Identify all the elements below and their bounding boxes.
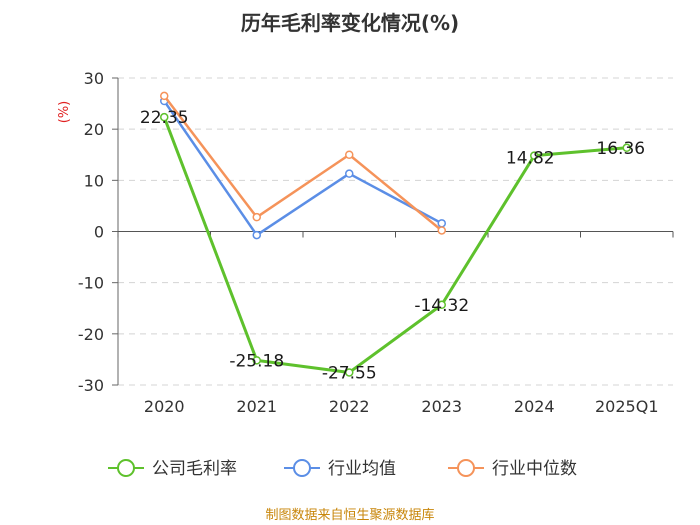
series-1-point — [252, 230, 261, 240]
legend-label: 公司毛利率 — [152, 459, 237, 479]
x-tick-label: 2022 — [329, 397, 370, 416]
x-tick-label: 2024 — [514, 397, 555, 416]
x-tick-label: 2021 — [236, 397, 277, 416]
data-label: -25.18 — [229, 351, 284, 371]
y-tick-label: 30 — [84, 69, 104, 88]
series-2-point — [160, 91, 169, 101]
series-2-point — [252, 212, 261, 222]
legend-marker — [117, 459, 135, 477]
series-0-point — [437, 300, 446, 310]
series-group — [160, 91, 631, 377]
legend-item-2[interactable]: 行业中位数 — [448, 459, 577, 479]
legend-label: 行业中位数 — [492, 459, 577, 479]
y-tick-label: 0 — [94, 223, 104, 242]
series-0-line — [162, 116, 627, 374]
y-tick-label: -30 — [78, 376, 104, 395]
axes — [112, 77, 674, 386]
series-2-point — [437, 226, 446, 235]
series-0-point — [345, 368, 354, 377]
data-label: 16.36 — [596, 139, 645, 159]
legend-item-1[interactable]: 行业均值 — [284, 459, 396, 479]
y-tick-label: -20 — [78, 325, 104, 344]
series-1-line — [163, 100, 443, 237]
legend-marker — [457, 459, 475, 477]
series-2-point — [345, 150, 354, 159]
data-label: 14.82 — [506, 149, 555, 169]
series-0-point — [160, 112, 169, 122]
x-ticks: 2020 2021 2022 2023 2024 2025Q1 — [144, 397, 659, 416]
series-0-point — [622, 143, 631, 153]
data-label: -27.55 — [322, 363, 377, 383]
y-axis-label: (%) — [57, 101, 72, 124]
data-label: 22.35 — [140, 108, 189, 128]
x-tick-label: 2020 — [144, 397, 185, 416]
series-1-point — [345, 169, 354, 178]
y-tick-label: -10 — [78, 274, 104, 293]
legend-label: 行业均值 — [328, 459, 396, 479]
y-ticks: 30 20 10 0 -10 -20 -30 — [78, 69, 104, 395]
series-2-line — [163, 95, 443, 232]
x-tick-label: 2023 — [421, 397, 462, 416]
gridlines — [118, 77, 673, 386]
legend[interactable]: 公司毛利率 行业均值 行业中位数 — [108, 459, 577, 479]
series-1-point — [437, 219, 446, 228]
data-label: -14.32 — [414, 296, 469, 316]
y-tick-label: 20 — [84, 120, 104, 139]
source-note: 制图数据来自恒生聚源数据库 — [265, 507, 434, 523]
series-0-point — [252, 356, 261, 365]
legend-item-0[interactable]: 公司毛利率 — [108, 459, 237, 479]
y-tick-label: 10 — [84, 171, 104, 190]
chart-title: 历年毛利率变化情况(%) — [241, 11, 459, 35]
series-0-point — [530, 151, 539, 160]
x-tick-label: 2025Q1 — [595, 397, 659, 416]
data-labels: 22.35 -25.18 -27.55 -14.32 14.82 16.36 — [140, 108, 645, 383]
legend-marker — [293, 459, 311, 477]
